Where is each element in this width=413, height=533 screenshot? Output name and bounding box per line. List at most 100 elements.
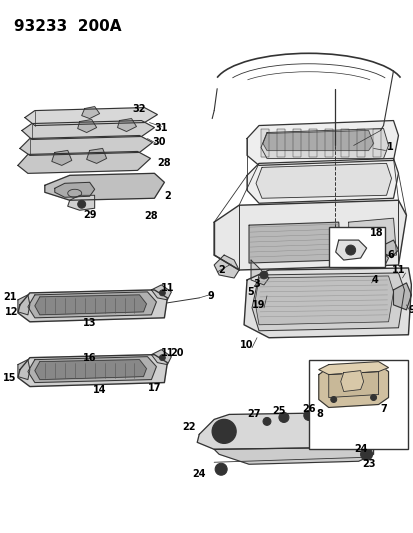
Polygon shape: [247, 158, 398, 203]
Polygon shape: [18, 360, 30, 379]
Circle shape: [303, 410, 313, 421]
Polygon shape: [68, 195, 95, 210]
Circle shape: [222, 430, 225, 433]
Text: 8: 8: [316, 409, 323, 419]
Polygon shape: [250, 260, 268, 285]
Polygon shape: [18, 354, 167, 386]
Polygon shape: [18, 295, 30, 315]
Text: 6: 6: [386, 250, 393, 260]
Text: 4: 4: [370, 275, 377, 285]
Text: 25: 25: [271, 407, 285, 416]
Text: 30: 30: [152, 138, 166, 148]
Text: 24: 24: [353, 445, 366, 454]
Text: 11: 11: [160, 283, 174, 293]
Polygon shape: [340, 128, 348, 157]
Polygon shape: [260, 128, 387, 158]
Text: 13: 13: [83, 318, 96, 328]
Text: 26: 26: [301, 405, 315, 415]
Text: 14: 14: [93, 384, 106, 394]
Circle shape: [370, 394, 376, 400]
Text: 16: 16: [83, 353, 96, 362]
Text: 19: 19: [252, 300, 265, 310]
Polygon shape: [328, 372, 377, 398]
Text: 1: 1: [386, 142, 393, 152]
Circle shape: [78, 200, 85, 208]
Bar: [308, 360, 408, 449]
Circle shape: [218, 425, 230, 438]
Text: 11: 11: [160, 348, 174, 358]
Text: 32: 32: [133, 103, 146, 114]
Polygon shape: [318, 365, 387, 407]
Polygon shape: [260, 128, 268, 157]
Circle shape: [278, 413, 288, 423]
Polygon shape: [18, 290, 167, 322]
Polygon shape: [18, 151, 150, 173]
Text: 27: 27: [247, 409, 260, 419]
Polygon shape: [25, 108, 157, 126]
Polygon shape: [28, 357, 156, 383]
Polygon shape: [214, 447, 373, 464]
Text: 9: 9: [407, 305, 413, 315]
Polygon shape: [368, 250, 387, 268]
Polygon shape: [151, 285, 171, 300]
Polygon shape: [151, 350, 171, 365]
Text: 2: 2: [164, 191, 170, 201]
Text: 9: 9: [207, 291, 214, 301]
Polygon shape: [340, 370, 363, 392]
Polygon shape: [356, 128, 364, 157]
Polygon shape: [372, 128, 380, 157]
Polygon shape: [335, 240, 366, 260]
Polygon shape: [249, 222, 340, 263]
Text: 3: 3: [253, 279, 260, 289]
Polygon shape: [86, 149, 106, 164]
Text: 28: 28: [144, 211, 158, 221]
Circle shape: [159, 354, 165, 361]
Polygon shape: [276, 128, 284, 157]
Polygon shape: [382, 240, 398, 257]
Text: 31: 31: [154, 123, 168, 133]
Text: 29: 29: [83, 210, 96, 220]
Polygon shape: [214, 200, 406, 270]
Polygon shape: [252, 273, 404, 331]
Text: 20: 20: [170, 348, 184, 358]
Polygon shape: [247, 120, 398, 165]
Polygon shape: [52, 150, 71, 165]
Polygon shape: [244, 268, 411, 338]
Polygon shape: [318, 361, 387, 375]
Polygon shape: [81, 107, 100, 118]
Text: 93233  200A: 93233 200A: [14, 19, 121, 34]
Polygon shape: [392, 283, 411, 310]
Circle shape: [360, 448, 372, 461]
Text: 18: 18: [369, 228, 382, 238]
Polygon shape: [22, 120, 154, 140]
Polygon shape: [35, 360, 146, 379]
Text: 17: 17: [147, 383, 161, 392]
Polygon shape: [35, 295, 146, 315]
Polygon shape: [255, 164, 391, 198]
Text: 21: 21: [3, 292, 17, 302]
Text: 24: 24: [192, 469, 206, 479]
Polygon shape: [254, 276, 392, 325]
Circle shape: [259, 271, 267, 279]
Polygon shape: [214, 255, 239, 278]
Text: 5: 5: [247, 287, 254, 297]
Text: 12: 12: [5, 307, 19, 317]
Polygon shape: [324, 128, 332, 157]
Polygon shape: [292, 128, 300, 157]
Polygon shape: [262, 131, 373, 150]
Polygon shape: [55, 182, 95, 197]
Circle shape: [159, 290, 165, 296]
Circle shape: [212, 419, 235, 443]
Polygon shape: [197, 413, 373, 449]
Text: 7: 7: [380, 405, 387, 415]
Bar: [328, 227, 384, 267]
Circle shape: [345, 245, 355, 255]
Polygon shape: [117, 118, 136, 132]
Text: 23: 23: [361, 459, 375, 469]
Text: 15: 15: [3, 373, 17, 383]
Text: 10: 10: [240, 340, 253, 350]
Polygon shape: [78, 119, 96, 133]
Polygon shape: [348, 218, 396, 258]
Text: 22: 22: [182, 422, 196, 432]
Circle shape: [330, 397, 336, 402]
